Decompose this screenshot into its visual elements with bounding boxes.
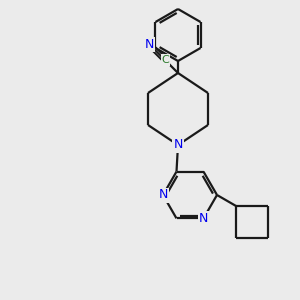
Text: N: N — [199, 212, 208, 225]
Text: N: N — [145, 38, 154, 51]
Text: N: N — [158, 188, 168, 202]
Text: C: C — [161, 55, 169, 65]
Text: N: N — [173, 139, 183, 152]
